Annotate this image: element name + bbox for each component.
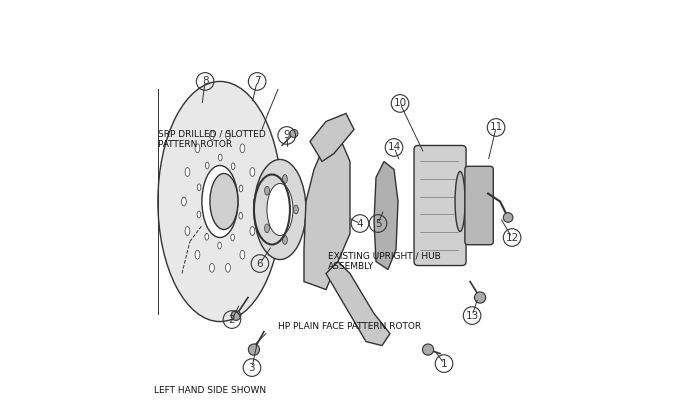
Text: LEFT HAND SIDE SHOWN: LEFT HAND SIDE SHOWN <box>154 386 266 395</box>
Ellipse shape <box>240 250 245 259</box>
Text: 3: 3 <box>248 363 256 373</box>
Text: 9: 9 <box>284 131 290 141</box>
Text: 2: 2 <box>229 315 235 324</box>
Circle shape <box>290 129 298 137</box>
Polygon shape <box>374 162 398 270</box>
Circle shape <box>248 344 260 355</box>
Text: 7: 7 <box>254 77 260 86</box>
Ellipse shape <box>253 197 258 206</box>
Ellipse shape <box>218 154 222 161</box>
Ellipse shape <box>202 166 238 237</box>
Ellipse shape <box>293 205 298 214</box>
Ellipse shape <box>195 250 200 259</box>
Text: 10: 10 <box>393 98 407 108</box>
Text: 5: 5 <box>374 218 382 229</box>
Ellipse shape <box>181 197 186 206</box>
Circle shape <box>503 213 513 222</box>
Ellipse shape <box>225 131 230 139</box>
Circle shape <box>475 292 486 303</box>
Ellipse shape <box>210 173 238 230</box>
Ellipse shape <box>265 224 270 233</box>
Ellipse shape <box>231 163 235 170</box>
Text: HP PLAIN FACE PATTERN ROTOR: HP PLAIN FACE PATTERN ROTOR <box>278 322 421 330</box>
Text: 1: 1 <box>441 359 447 369</box>
Circle shape <box>231 311 241 320</box>
Text: 14: 14 <box>387 143 400 152</box>
Ellipse shape <box>209 131 214 139</box>
Ellipse shape <box>205 162 209 169</box>
Ellipse shape <box>239 185 243 192</box>
Polygon shape <box>310 114 354 162</box>
Text: EXISTING UPRIGHT / HUB
ASSEMBLY: EXISTING UPRIGHT / HUB ASSEMBLY <box>328 251 441 271</box>
Ellipse shape <box>185 226 190 235</box>
Polygon shape <box>304 133 350 289</box>
Ellipse shape <box>197 184 201 191</box>
Text: 12: 12 <box>505 233 519 243</box>
Text: 4: 4 <box>357 218 363 229</box>
Text: 13: 13 <box>466 311 479 320</box>
Ellipse shape <box>283 174 287 183</box>
Ellipse shape <box>283 235 287 244</box>
Ellipse shape <box>185 168 190 177</box>
Ellipse shape <box>225 264 230 272</box>
Ellipse shape <box>209 264 214 272</box>
Polygon shape <box>326 262 390 346</box>
Ellipse shape <box>267 183 293 235</box>
Circle shape <box>422 344 433 355</box>
Ellipse shape <box>158 81 282 322</box>
Ellipse shape <box>218 242 221 249</box>
Text: SRP DRILLED / SLOTTED
PATTERN ROTOR: SRP DRILLED / SLOTTED PATTERN ROTOR <box>158 129 265 149</box>
Ellipse shape <box>254 160 306 260</box>
Ellipse shape <box>239 212 243 219</box>
FancyBboxPatch shape <box>465 166 493 245</box>
Ellipse shape <box>195 144 200 153</box>
FancyBboxPatch shape <box>414 145 466 266</box>
Ellipse shape <box>240 144 245 153</box>
Ellipse shape <box>265 186 270 195</box>
Ellipse shape <box>197 211 201 218</box>
Text: 6: 6 <box>257 259 263 268</box>
Text: 8: 8 <box>202 77 209 86</box>
Ellipse shape <box>455 172 465 231</box>
Text: 11: 11 <box>489 123 503 133</box>
Ellipse shape <box>250 168 255 177</box>
Ellipse shape <box>231 234 234 241</box>
Ellipse shape <box>205 233 209 240</box>
Ellipse shape <box>250 226 255 235</box>
